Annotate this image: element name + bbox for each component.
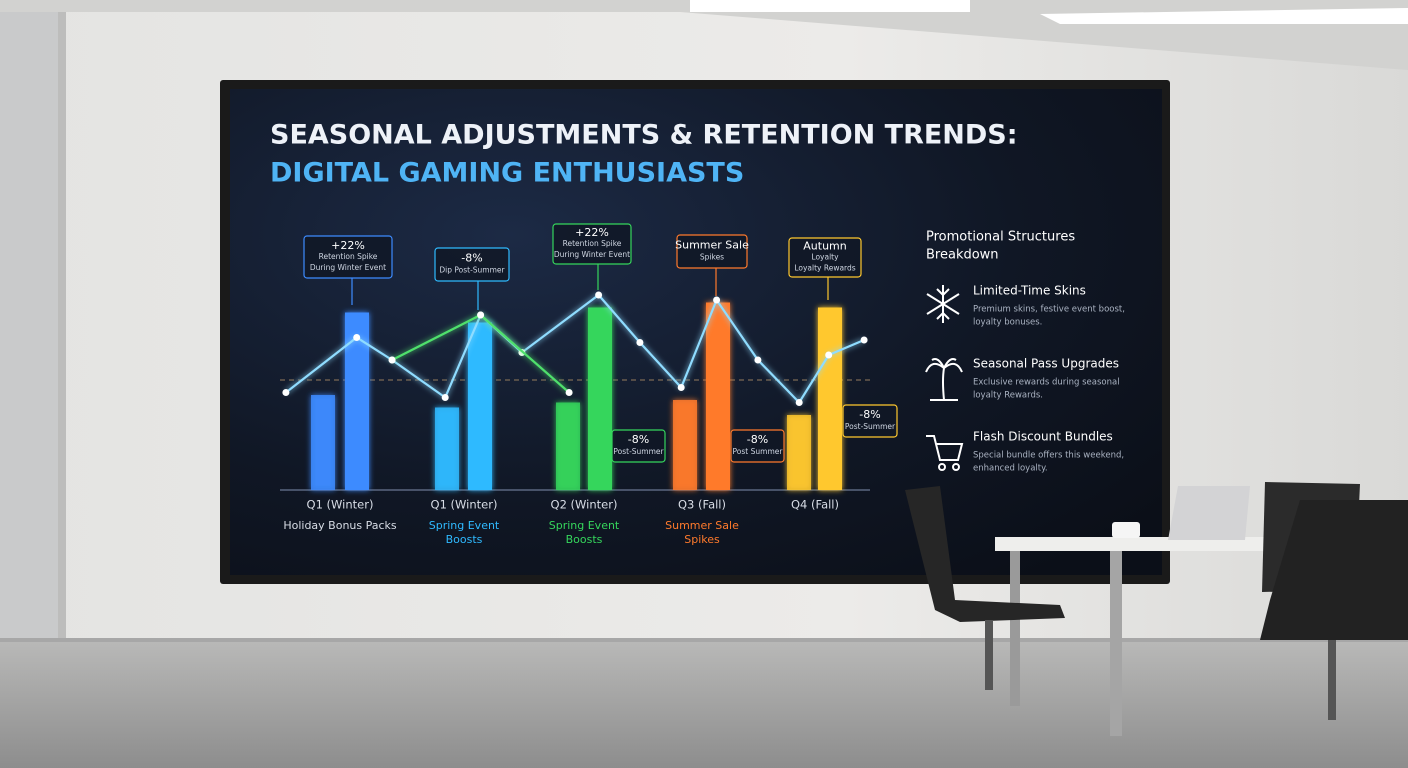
desk-leg bbox=[1010, 551, 1020, 706]
bar bbox=[673, 400, 697, 490]
category-note: Spikes bbox=[684, 533, 720, 546]
item-text: loyalty bonuses. bbox=[973, 318, 1042, 328]
trend-point bbox=[353, 334, 361, 341]
callout-text: +22% bbox=[331, 239, 365, 252]
callout-text: Dip Post-Summer bbox=[439, 266, 505, 275]
callout-text: Post-Summer bbox=[845, 422, 896, 431]
laptop bbox=[1168, 486, 1250, 540]
item-text: Exclusive rewards during seasonal bbox=[973, 378, 1120, 388]
trend-point bbox=[477, 311, 485, 319]
palm-icon bbox=[925, 358, 963, 401]
trend-point bbox=[388, 356, 396, 364]
callout-text: Loyalty bbox=[811, 253, 839, 262]
chart-title: SEASONAL ADJUSTMENTS & RETENTION TRENDS: bbox=[270, 120, 1018, 151]
screen bbox=[230, 89, 1162, 575]
callout-text: Retention Spike bbox=[563, 239, 622, 248]
sidebar-title: Breakdown bbox=[926, 248, 999, 263]
coffee-cup bbox=[1112, 522, 1140, 538]
baseboard bbox=[0, 638, 1408, 642]
cart-icon bbox=[926, 435, 964, 471]
trend-point bbox=[795, 399, 803, 406]
callout-box bbox=[552, 223, 632, 265]
trend-point bbox=[595, 291, 603, 299]
callout-box bbox=[303, 235, 393, 279]
x-tick-label: Q4 (Fall) bbox=[791, 498, 839, 512]
chair bbox=[905, 486, 1065, 622]
callout-text: Spikes bbox=[700, 253, 724, 262]
trend-point bbox=[282, 389, 290, 396]
floor bbox=[0, 640, 1408, 768]
wall-edge bbox=[58, 10, 66, 650]
bar bbox=[787, 415, 811, 490]
bar bbox=[468, 322, 492, 490]
callout-text: Post-Summer bbox=[613, 447, 664, 456]
item-text: enhanced loyalty. bbox=[973, 464, 1048, 474]
x-tick-label: Q2 (Winter) bbox=[551, 498, 618, 512]
item-text: Premium skins, festive event boost, bbox=[973, 305, 1125, 315]
side-wall bbox=[0, 0, 58, 640]
trend-point bbox=[713, 296, 721, 304]
callout-text: -8% bbox=[628, 433, 649, 446]
sidebar-title: Promotional Structures bbox=[926, 230, 1075, 245]
callout-text: During Winter Event bbox=[554, 250, 630, 259]
bar bbox=[435, 407, 459, 490]
callout-text: Retention Spike bbox=[319, 252, 378, 261]
callout-text: +22% bbox=[575, 226, 609, 239]
item-title: Limited-Time Skins bbox=[973, 284, 1086, 298]
desk-top bbox=[995, 537, 1305, 551]
ceiling-light bbox=[1040, 8, 1408, 24]
callout-box bbox=[676, 234, 748, 269]
trend-point bbox=[754, 356, 762, 364]
category-note: Spring Event bbox=[549, 519, 620, 532]
callout-text: During Winter Event bbox=[310, 263, 386, 272]
category-note: Spring Event bbox=[429, 519, 500, 532]
chair-base bbox=[985, 620, 993, 690]
callout-text: -8% bbox=[747, 433, 768, 446]
bar bbox=[588, 307, 612, 490]
category-note: Holiday Bonus Packs bbox=[283, 519, 397, 532]
trend-point bbox=[636, 339, 644, 346]
ceiling-light bbox=[690, 0, 970, 12]
bar bbox=[818, 307, 842, 490]
callout-box bbox=[788, 237, 862, 278]
chart-subtitle: DIGITAL GAMING ENTHUSIASTS bbox=[270, 158, 744, 189]
bar bbox=[311, 395, 335, 490]
desk-leg bbox=[1110, 551, 1122, 736]
callout-text: Summer Sale bbox=[675, 239, 749, 252]
chair bbox=[1260, 500, 1408, 640]
callout-text: Autumn bbox=[803, 240, 846, 253]
trend-point bbox=[441, 394, 449, 401]
category-note: Boosts bbox=[566, 533, 603, 546]
item-title: Flash Discount Bundles bbox=[973, 430, 1113, 444]
callout-box bbox=[611, 429, 666, 463]
trend-line bbox=[285, 293, 865, 405]
trend-point bbox=[860, 336, 868, 344]
bar bbox=[706, 302, 730, 490]
chair-base bbox=[1328, 640, 1336, 720]
callout-box bbox=[434, 247, 510, 282]
x-tick-label: Q1 (Winter) bbox=[431, 498, 498, 512]
category-note: Summer Sale bbox=[665, 519, 739, 532]
item-title: Seasonal Pass Upgrades bbox=[973, 357, 1119, 371]
callout-text: -8% bbox=[859, 408, 880, 421]
x-tick-label: Q3 (Fall) bbox=[678, 498, 726, 512]
category-note: Boosts bbox=[446, 533, 483, 546]
callout-box bbox=[842, 404, 898, 438]
trend-point bbox=[565, 389, 573, 396]
trend-point bbox=[677, 384, 685, 391]
snowflake-icon bbox=[926, 285, 960, 323]
callout-text: Post Summer bbox=[733, 447, 784, 456]
trend-point bbox=[825, 351, 833, 359]
item-text: Special bundle offers this weekend, bbox=[973, 451, 1124, 461]
callout-text: -8% bbox=[461, 252, 482, 265]
callout-box bbox=[730, 429, 785, 463]
item-text: loyalty Rewards. bbox=[973, 391, 1043, 401]
bar bbox=[556, 402, 580, 490]
callout-text: Loyalty Rewards bbox=[794, 264, 855, 273]
x-tick-label: Q1 (Winter) bbox=[307, 498, 374, 512]
